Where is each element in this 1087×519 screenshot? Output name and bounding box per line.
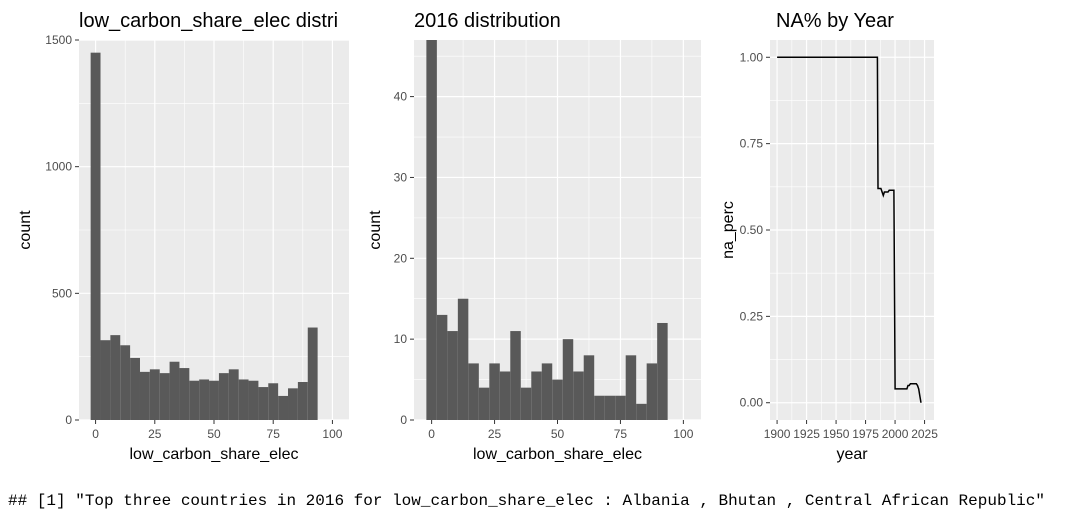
x-tick-label: 1900 <box>764 427 791 441</box>
histogram-bar <box>100 340 111 420</box>
histogram-bar <box>139 371 150 420</box>
histogram-bar <box>625 355 637 420</box>
panel-title: NA% by Year <box>776 10 894 32</box>
histogram-bar <box>228 369 239 420</box>
x-tick-label: 0 <box>428 427 435 441</box>
y-tick-label: 30 <box>394 170 408 184</box>
x-tick-label: 75 <box>267 427 281 441</box>
y-axis-label: na_perc <box>720 201 737 259</box>
x-tick-label: 50 <box>551 427 565 441</box>
x-tick-label: 1975 <box>852 427 879 441</box>
y-tick-label: 0.25 <box>740 309 764 323</box>
histogram-bar <box>489 363 500 420</box>
y-tick-label: 0.50 <box>740 223 764 237</box>
x-tick-label: 1925 <box>793 427 820 441</box>
y-tick-label: 0 <box>65 413 72 427</box>
histogram-bar <box>278 395 289 420</box>
x-tick-label: 100 <box>673 427 693 441</box>
histogram-bar <box>238 379 249 420</box>
histogram-bar <box>149 369 160 420</box>
histogram-bar <box>531 371 542 420</box>
histogram-bar <box>573 371 584 420</box>
histogram-bar <box>457 298 469 420</box>
histogram-bar <box>520 387 532 420</box>
y-tick-label: 1000 <box>45 160 72 174</box>
histogram-bar <box>179 368 190 420</box>
x-tick-label: 2000 <box>882 427 909 441</box>
histogram-bar <box>510 331 521 420</box>
histogram-bar <box>120 345 131 420</box>
histogram-bar <box>447 331 458 420</box>
y-tick-label: 40 <box>394 90 408 104</box>
histogram-bar <box>615 395 626 420</box>
console-output: ## [1] "Top three countries in 2016 for … <box>8 492 1045 510</box>
y-axis-label: count <box>367 210 384 250</box>
histogram-bar <box>657 322 668 420</box>
y-tick-label: 0.75 <box>740 137 764 151</box>
histogram-bar <box>426 40 437 420</box>
histogram-bar <box>552 379 563 420</box>
histogram-bar <box>499 371 511 420</box>
histogram-bar <box>189 380 200 420</box>
na-perc-line <box>777 56 922 403</box>
y-axis-label: count <box>17 210 34 250</box>
histogram-bar <box>468 363 479 420</box>
histogram-bar <box>258 387 269 420</box>
histogram-bar <box>604 395 616 420</box>
x-tick-label: 100 <box>322 427 342 441</box>
x-axis-label: year <box>836 446 868 463</box>
panel-title: low_carbon_share_elec distri <box>79 10 338 32</box>
x-tick-label: 1950 <box>823 427 850 441</box>
histogram-bar <box>268 383 279 420</box>
histogram-bar <box>130 357 140 420</box>
histogram-bar <box>594 395 605 420</box>
chart-canvas: 0 25 50 75 100050010001500low_carbon_share_e… <box>17 10 938 463</box>
histogram-bar <box>646 363 658 420</box>
histogram-bar <box>110 335 121 420</box>
histogram-bar <box>562 339 574 420</box>
y-tick-label: 500 <box>52 286 72 300</box>
histogram-bar <box>218 373 229 420</box>
y-tick-label: 20 <box>394 251 408 265</box>
histogram-bar <box>541 363 553 420</box>
y-tick-label: 1.00 <box>740 50 764 64</box>
x-axis-label: low_carbon_share_elec <box>473 446 642 463</box>
histogram-bar <box>288 388 298 420</box>
x-tick-label: 50 <box>207 427 221 441</box>
x-tick-label: 2025 <box>911 427 938 441</box>
histogram-bar <box>583 355 595 420</box>
histogram-bar <box>478 387 490 420</box>
y-tick-label: 1500 <box>45 33 72 47</box>
histogram-bar <box>90 52 101 421</box>
panel-title: 2016 distribution <box>414 10 561 32</box>
y-tick-label: 0 <box>400 413 407 427</box>
histogram-bar <box>436 314 448 420</box>
histogram-bar <box>169 361 180 420</box>
histogram-bar <box>636 403 647 420</box>
x-tick-label: 25 <box>488 427 502 441</box>
histogram-bar <box>209 380 219 420</box>
y-tick-label: 10 <box>394 332 408 346</box>
histogram-bar <box>307 327 318 420</box>
x-tick-label: 75 <box>614 427 628 441</box>
histogram-bar <box>159 373 170 420</box>
histogram-bar <box>248 380 259 420</box>
y-tick-label: 0.00 <box>740 396 764 410</box>
x-tick-label: 0 <box>92 427 99 441</box>
histogram-bar <box>199 379 210 420</box>
histogram-bar <box>297 382 308 420</box>
x-axis-label: low_carbon_share_elec <box>130 446 299 463</box>
x-tick-label: 25 <box>148 427 162 441</box>
